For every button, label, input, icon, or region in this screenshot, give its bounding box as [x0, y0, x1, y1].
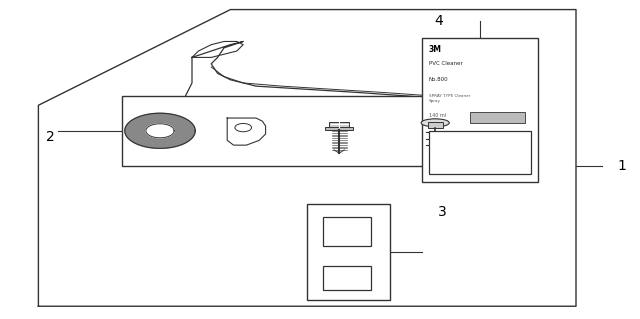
Bar — [422, 38, 538, 182]
Bar — [323, 217, 371, 246]
Text: 3: 3 — [438, 205, 447, 219]
Text: 4: 4 — [434, 14, 443, 28]
Bar — [429, 131, 531, 174]
Text: 3M: 3M — [429, 45, 442, 54]
Text: SPRAY TYPE Cleaner
Spray: SPRAY TYPE Cleaner Spray — [429, 94, 470, 103]
Text: 140 ml: 140 ml — [429, 113, 446, 118]
Text: PVC Cleaner: PVC Cleaner — [429, 61, 463, 66]
Bar — [470, 112, 525, 123]
Bar — [323, 266, 371, 290]
Bar — [325, 127, 353, 130]
Text: No.800: No.800 — [429, 77, 449, 82]
Text: 2: 2 — [45, 130, 54, 144]
Bar — [307, 204, 390, 300]
Polygon shape — [125, 113, 195, 148]
Bar — [122, 96, 493, 166]
Ellipse shape — [421, 119, 449, 127]
Text: 1: 1 — [618, 159, 627, 173]
Bar — [428, 122, 443, 128]
Polygon shape — [146, 124, 174, 138]
Bar — [329, 122, 349, 127]
